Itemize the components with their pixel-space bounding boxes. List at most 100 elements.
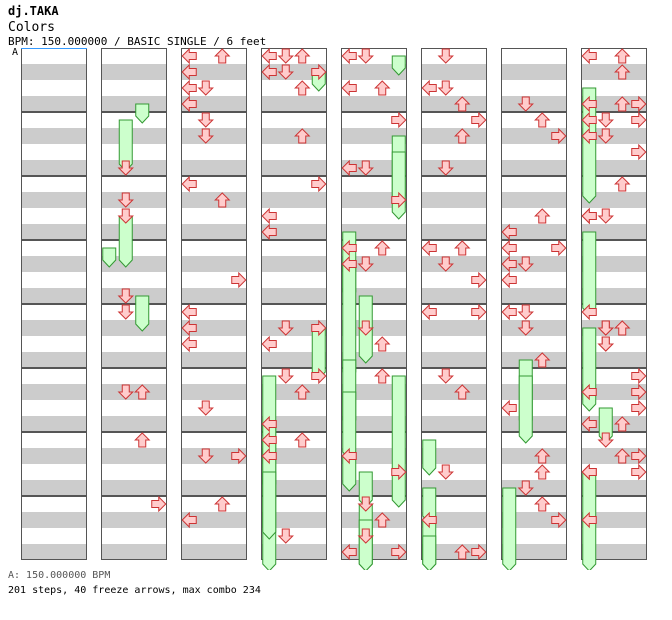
step-arrow bbox=[197, 112, 214, 128]
beat-stripe bbox=[261, 416, 327, 432]
step-arrow bbox=[341, 79, 357, 97]
step-arrow bbox=[374, 240, 391, 256]
measure-box bbox=[21, 304, 87, 368]
step-arrow bbox=[454, 384, 471, 400]
beat-stripe bbox=[181, 416, 247, 432]
beat-stripe bbox=[21, 192, 87, 208]
beat-stripe bbox=[181, 544, 247, 560]
beat-stripe bbox=[421, 192, 487, 208]
step-arrow bbox=[197, 128, 214, 144]
beat-stripe bbox=[581, 416, 647, 432]
step-arrow bbox=[534, 496, 551, 512]
step-arrow bbox=[631, 399, 647, 417]
beat-stripe bbox=[501, 352, 567, 368]
measure-box bbox=[101, 176, 167, 240]
step-arrow bbox=[551, 127, 567, 145]
beat-stripe bbox=[261, 256, 327, 272]
step-arrow bbox=[341, 255, 357, 273]
step-arrow bbox=[341, 543, 357, 561]
step-arrow bbox=[517, 320, 534, 336]
measure-box bbox=[501, 48, 567, 112]
beat-stripe bbox=[581, 512, 647, 528]
measure-box bbox=[341, 304, 407, 368]
step-arrow bbox=[311, 319, 327, 337]
beat-stripe bbox=[581, 480, 647, 496]
beat-stripe bbox=[21, 256, 87, 272]
step-arrow bbox=[197, 448, 214, 464]
measure-box bbox=[261, 368, 327, 432]
step-arrow bbox=[277, 320, 294, 336]
beat-stripe bbox=[581, 544, 647, 560]
step-arrow bbox=[341, 159, 357, 177]
step-arrow bbox=[581, 127, 597, 145]
beat-stripe bbox=[261, 480, 327, 496]
beat-stripe bbox=[181, 288, 247, 304]
beat-stripe bbox=[261, 64, 327, 80]
step-arrow bbox=[277, 528, 294, 544]
step-arrow bbox=[517, 304, 534, 320]
step-arrow bbox=[181, 511, 197, 529]
beat-stripe bbox=[101, 416, 167, 432]
beat-stripe bbox=[181, 512, 247, 528]
measure-box bbox=[261, 176, 327, 240]
measure-box bbox=[581, 176, 647, 240]
freeze-arrow bbox=[102, 247, 117, 268]
step-arrow bbox=[181, 319, 197, 337]
step-arrow bbox=[391, 191, 407, 209]
beat-stripe bbox=[421, 64, 487, 80]
beat-stripe bbox=[421, 384, 487, 400]
beat-stripe bbox=[581, 224, 647, 240]
step-arrow bbox=[534, 448, 551, 464]
step-arrow bbox=[261, 431, 277, 449]
beat-stripe bbox=[101, 192, 167, 208]
beat-stripe bbox=[101, 96, 167, 112]
step-arrow bbox=[117, 304, 134, 320]
measure-box bbox=[341, 112, 407, 176]
step-arrow bbox=[311, 63, 327, 81]
step-arrow bbox=[437, 464, 454, 480]
beat-stripe bbox=[501, 416, 567, 432]
beat-stripe bbox=[581, 384, 647, 400]
step-arrow bbox=[357, 496, 374, 512]
measure-box bbox=[101, 48, 167, 112]
beat-stripe bbox=[261, 448, 327, 464]
beat-stripe bbox=[181, 128, 247, 144]
measure-box bbox=[341, 176, 407, 240]
step-arrow bbox=[551, 511, 567, 529]
step-arrow bbox=[534, 352, 551, 368]
step-chart bbox=[21, 47, 647, 570]
beat-stripe bbox=[501, 96, 567, 112]
measure-box bbox=[101, 240, 167, 304]
beat-stripe bbox=[101, 352, 167, 368]
step-arrow bbox=[614, 64, 631, 80]
step-arrow bbox=[581, 303, 597, 321]
step-arrow bbox=[181, 79, 197, 97]
step-arrow bbox=[437, 368, 454, 384]
beat-stripe bbox=[261, 96, 327, 112]
step-arrow bbox=[341, 47, 357, 65]
step-arrow bbox=[151, 495, 167, 513]
step-arrow bbox=[597, 208, 614, 224]
beat-stripe bbox=[261, 224, 327, 240]
beat-stripe bbox=[501, 288, 567, 304]
step-arrow bbox=[374, 512, 391, 528]
beat-stripe bbox=[501, 192, 567, 208]
freeze-arrow bbox=[391, 55, 406, 76]
beat-stripe bbox=[261, 160, 327, 176]
freeze-arrow bbox=[518, 375, 533, 444]
beat-stripe bbox=[501, 224, 567, 240]
measure-box bbox=[341, 368, 407, 432]
beat-stripe bbox=[421, 416, 487, 432]
step-arrow bbox=[631, 111, 647, 129]
measure-box bbox=[581, 240, 647, 304]
beat-stripe bbox=[421, 128, 487, 144]
step-arrow bbox=[117, 208, 134, 224]
step-arrow bbox=[261, 415, 277, 433]
freeze-arrow bbox=[422, 535, 437, 570]
step-arrow bbox=[181, 303, 197, 321]
measure-box bbox=[261, 112, 327, 176]
step-arrow bbox=[117, 192, 134, 208]
step-arrow bbox=[277, 48, 294, 64]
step-arrow bbox=[581, 111, 597, 129]
measure-box bbox=[581, 368, 647, 432]
